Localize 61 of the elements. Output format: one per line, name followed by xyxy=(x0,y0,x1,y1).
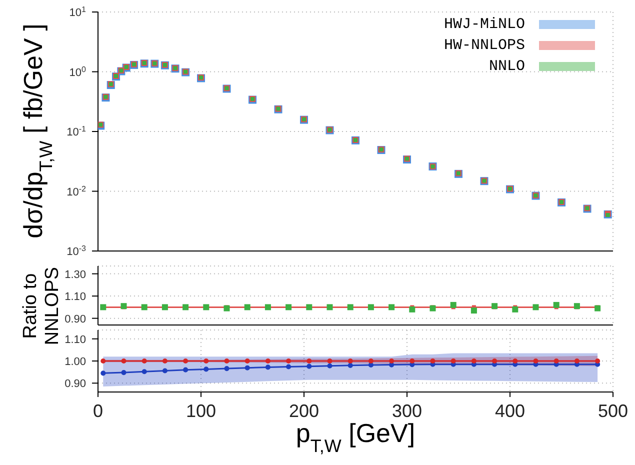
point xyxy=(244,358,250,364)
point xyxy=(224,358,230,364)
y-tick-label: 1.10 xyxy=(64,291,86,304)
y-axis-title: Ratio to NNLOPS xyxy=(20,266,63,346)
point xyxy=(204,366,209,372)
point xyxy=(471,358,476,364)
point xyxy=(286,358,292,364)
point xyxy=(389,362,394,368)
point xyxy=(533,358,538,364)
point xyxy=(554,358,559,364)
point xyxy=(121,370,126,376)
y-tick-label: 10$^{-3}$ xyxy=(66,244,87,258)
x-axis-title: p$_{T,W}$ [GeV] xyxy=(296,418,416,456)
y-tick-label: 10$^{1}$ xyxy=(69,4,87,19)
point xyxy=(450,358,456,364)
y-tick-label: 1.10 xyxy=(64,334,86,346)
x-tick-label: 300 xyxy=(392,401,422,421)
point xyxy=(224,366,230,372)
x-tick-label: 0 xyxy=(92,401,104,421)
y-tick-label: 0.90 xyxy=(64,378,86,390)
point xyxy=(430,358,436,364)
y-tick-label: 1.00 xyxy=(64,356,86,368)
point xyxy=(492,358,498,364)
point xyxy=(100,358,106,364)
y-tick-label: 10$^{-2}$ xyxy=(66,184,87,198)
point xyxy=(100,370,106,376)
legend-label: HW-NNLOPS xyxy=(444,37,525,54)
point xyxy=(265,358,270,364)
y-tick-label: 10$^{-1}$ xyxy=(66,124,87,138)
point xyxy=(162,368,168,374)
x-tick-label: 500 xyxy=(598,401,628,421)
point xyxy=(265,364,270,370)
x-tick-label: 200 xyxy=(288,401,320,421)
point xyxy=(244,365,250,370)
point xyxy=(162,358,168,364)
point xyxy=(142,358,147,364)
point xyxy=(389,358,394,364)
point xyxy=(368,358,374,364)
point xyxy=(410,358,415,364)
point xyxy=(286,364,292,370)
point xyxy=(204,358,209,364)
point xyxy=(327,363,332,368)
point xyxy=(306,358,312,364)
legend-label: NNLO xyxy=(488,58,525,75)
point xyxy=(306,364,312,369)
point xyxy=(348,362,353,368)
point xyxy=(595,358,600,364)
point xyxy=(512,358,518,364)
point xyxy=(183,358,188,364)
y-tick-label: 0.90 xyxy=(64,313,86,326)
point xyxy=(121,358,126,364)
point xyxy=(142,369,147,374)
point xyxy=(327,358,332,364)
point xyxy=(183,367,188,372)
legend-label: HWJ-MiNLO xyxy=(444,16,525,33)
point xyxy=(348,358,353,364)
point xyxy=(574,358,580,364)
x-tick-label: 400 xyxy=(494,401,526,421)
y-tick-label: 1.30 xyxy=(64,268,86,281)
x-tick-label: 100 xyxy=(186,401,216,421)
y-tick-label: 10$^{0}$ xyxy=(69,64,87,79)
